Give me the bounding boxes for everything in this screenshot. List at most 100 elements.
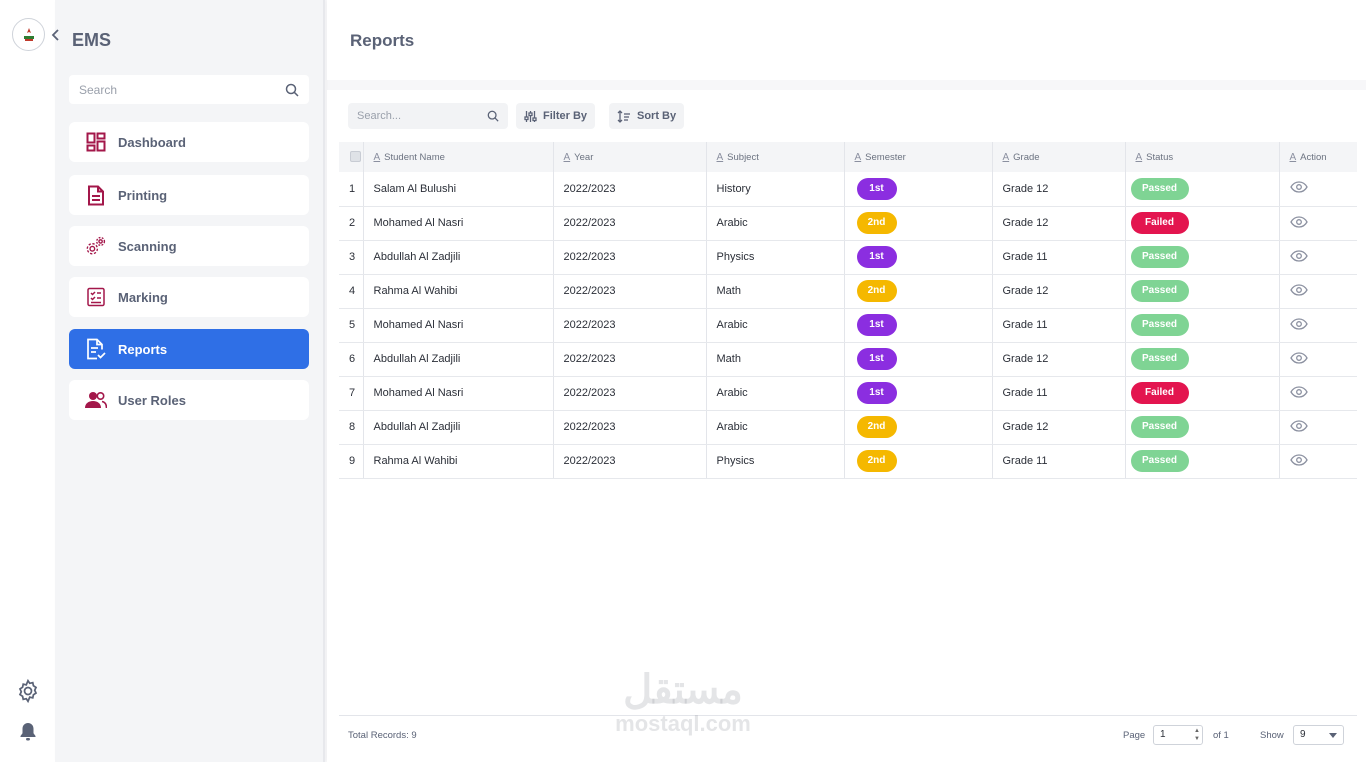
sidebar-item-printing[interactable]: Printing (69, 175, 309, 215)
sidebar-item-dashboard[interactable]: Dashboard (69, 122, 309, 162)
grade-cell: Grade 12 (992, 172, 1126, 207)
table-row[interactable]: 5 Mohamed Al Nasri 2022/2023 Arabic 1st Grade… (339, 308, 1357, 343)
table-row[interactable]: 3 Abdullah Al Zadjili 2022/2023 Physics 1st G… (339, 240, 1357, 275)
table-row[interactable]: 2 Mohamed Al Nasri 2022/2023 Arabic 2nd Grade… (339, 206, 1357, 241)
status-badge: Passed (1130, 246, 1189, 268)
action-cell (1279, 410, 1357, 445)
column-header-action[interactable]: A Action (1289, 151, 1327, 163)
row-number: 8 (339, 410, 364, 445)
notification-bell-icon[interactable] (14, 718, 42, 746)
table-search-input[interactable]: Search... (348, 103, 508, 129)
view-eye-icon[interactable] (1289, 215, 1308, 231)
status-badge: Passed (1130, 177, 1189, 200)
year-cell: 2022/2023 (553, 410, 707, 445)
column-header-grade[interactable]: A Grade (992, 142, 1126, 172)
view-eye-icon[interactable] (1289, 283, 1308, 299)
table-row[interactable]: 4 Rahma Al Wahibi 2022/2023 Math 2nd Grade 12… (339, 274, 1357, 309)
sidebar-item-scanning[interactable]: Scanning (69, 226, 309, 266)
sidebar-item-reports[interactable]: Reports (69, 329, 309, 369)
footer-divider (339, 715, 1357, 716)
semester-cell: 1st (844, 240, 993, 275)
table-row[interactable]: 8 Abdullah Al Zadjili 2022/2023 Arabic 2nd Gr… (339, 410, 1357, 445)
total-records: Total Records: 9 (348, 730, 417, 741)
collapse-sidebar-button[interactable] (49, 26, 63, 44)
view-eye-icon[interactable] (1289, 351, 1308, 367)
row-number: 4 (339, 274, 364, 309)
year-cell: 2022/2023 (553, 172, 707, 207)
table-search-placeholder: Search... (357, 110, 402, 122)
semester-cell: 1st (844, 342, 993, 377)
gears-icon (85, 235, 107, 257)
status-cell: Passed (1125, 172, 1280, 207)
icon-rail (0, 0, 55, 762)
sort-alpha-icon: A (854, 151, 862, 163)
select-all-checkbox[interactable] (350, 151, 361, 163)
status-badge: Failed (1130, 212, 1189, 234)
table-row[interactable]: 6 Abdullah Al Zadjili 2022/2023 Math 1st Grad… (339, 342, 1357, 377)
app-logo[interactable] (12, 18, 45, 51)
row-number: 3 (339, 240, 364, 275)
row-number: 2 (339, 206, 364, 241)
show-label: Show (1260, 730, 1284, 741)
table-row[interactable]: 1 Salam Al Bulushi 2022/2023 History 1st Grad… (339, 172, 1357, 207)
page-count-label: of 1 (1213, 730, 1229, 741)
student-name-cell: Rahma Al Wahibi (363, 274, 554, 309)
sort-icon (617, 109, 630, 123)
page-number-input[interactable]: 1 ▲ ▼ (1153, 725, 1203, 745)
student-name-cell: Abdullah Al Zadjili (363, 240, 554, 275)
row-number: 7 (339, 376, 364, 411)
sidebar-search-input[interactable]: Search (69, 75, 309, 104)
search-icon (487, 110, 499, 122)
settings-gear-icon[interactable] (14, 677, 42, 705)
column-header-year[interactable]: A Year (553, 142, 707, 172)
status-badge: Passed (1130, 348, 1189, 370)
filter-by-button[interactable]: Filter By (516, 103, 596, 129)
sort-alpha-icon: A (716, 151, 724, 163)
view-eye-icon[interactable] (1289, 317, 1308, 333)
sidebar-item-label: Reports (118, 341, 168, 357)
sort-alpha-icon: A (563, 151, 571, 163)
column-header-status[interactable]: A Status (1125, 142, 1280, 172)
semester-cell: 2nd (844, 206, 993, 241)
semester-badge: 2nd (856, 416, 897, 438)
action-cell (1279, 444, 1357, 479)
semester-cell: 1st (844, 376, 993, 411)
semester-badge: 1st (856, 348, 897, 370)
action-cell (1279, 308, 1357, 343)
row-number: 6 (339, 342, 364, 377)
page-size-select[interactable]: 9 (1293, 725, 1344, 745)
row-number: 5 (339, 308, 364, 343)
page-stepper-icon[interactable]: ▲ ▼ (1194, 728, 1200, 742)
year-cell: 2022/2023 (553, 240, 707, 275)
row-number: 9 (339, 444, 364, 479)
report-icon (85, 338, 107, 360)
semester-badge: 1st (856, 246, 897, 268)
subject-cell: Arabic (706, 308, 845, 343)
column-header-student-name[interactable]: A Student Name (363, 142, 554, 172)
action-cell (1279, 240, 1357, 275)
row-number: 1 (339, 172, 364, 207)
sidebar-item-marking[interactable]: Marking (69, 277, 309, 317)
sidebar-item-label: User Roles (118, 392, 186, 408)
student-name-cell: Abdullah Al Zadjili (363, 410, 554, 445)
watermark: مستقل mostaql.com (598, 668, 768, 736)
view-eye-icon[interactable] (1289, 453, 1308, 469)
semester-badge: 1st (856, 177, 897, 200)
table-row[interactable]: 9 Rahma Al Wahibi 2022/2023 Physics 2nd Grade… (339, 444, 1357, 479)
checklist-icon (85, 286, 107, 308)
column-header-subject[interactable]: A Subject (706, 142, 845, 172)
sidebar-item-user-roles[interactable]: User Roles (69, 380, 309, 420)
table-row[interactable]: 7 Mohamed Al Nasri 2022/2023 Arabic 1st Grade… (339, 376, 1357, 411)
view-eye-icon[interactable] (1289, 419, 1308, 435)
view-eye-icon[interactable] (1289, 385, 1308, 401)
view-eye-icon[interactable] (1289, 249, 1308, 265)
status-cell: Passed (1125, 410, 1280, 445)
semester-cell: 1st (844, 308, 993, 343)
select-all-header[interactable] (339, 142, 364, 172)
action-cell (1279, 274, 1357, 309)
column-header-semester[interactable]: A Semester (844, 142, 993, 172)
view-eye-icon[interactable] (1289, 181, 1308, 196)
semester-cell: 2nd (844, 274, 993, 309)
sort-by-button[interactable]: Sort By (609, 103, 685, 129)
reports-table: A Student Name A Year A Subject A Semester A… (339, 142, 1357, 479)
